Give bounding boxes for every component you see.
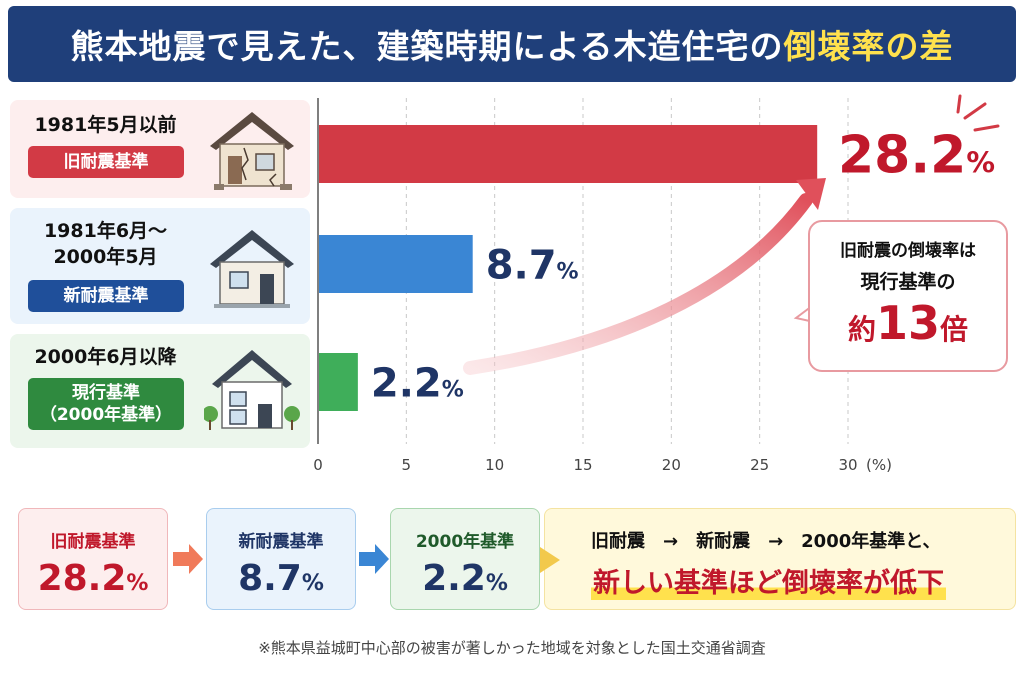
callout-line2: 現行基準の	[860, 271, 956, 293]
badge-current-line1: 現行基準	[72, 383, 140, 403]
damaged-house-icon	[210, 112, 294, 190]
bar	[319, 235, 473, 293]
trend-arrow-head	[796, 178, 826, 210]
period-new: 1981年6月～ 2000年5月	[18, 218, 193, 270]
conclusion-line2: 新しい基準ほど倒壊率が低下	[591, 561, 946, 600]
arrow-right-icon	[359, 544, 389, 574]
callout-line1: 旧耐震の倒壊率は	[840, 241, 976, 261]
callout-suffix: 倍	[940, 313, 969, 346]
x-axis-unit: (%)	[866, 456, 892, 474]
emphasis-mark	[963, 102, 987, 120]
bar	[319, 353, 358, 411]
summary-new-label: 新耐震基準	[238, 532, 324, 552]
conclusion-line1: 旧耐震 → 新耐震 → 2000年基準と、	[591, 531, 941, 552]
trend-arrow	[463, 193, 813, 375]
x-tick-label: 0	[313, 456, 323, 474]
badge-old: 旧耐震基準	[28, 146, 184, 178]
bar-value-label: 2.2%	[371, 360, 464, 406]
period-old: 1981年5月以前	[34, 114, 177, 136]
summary-current-unit: %	[485, 571, 508, 596]
bar	[319, 125, 818, 183]
bar-value-label: 28.2%	[838, 126, 995, 186]
footnote: ※熊本県益城町中心部の被害が著しかった地域を対象とした国土交通省調査	[258, 639, 766, 657]
title-highlight: 倒壊率の差	[783, 27, 954, 66]
period-new-line2: 2000年5月	[53, 246, 158, 268]
summary-old-label: 旧耐震基準	[50, 532, 136, 552]
x-tick-label: 30	[838, 456, 857, 474]
summary-old: 旧耐震基準 28.2%	[18, 508, 168, 610]
x-tick-label: 15	[573, 456, 592, 474]
summary-new-unit: %	[301, 571, 324, 596]
conclusion-box: 旧耐震 → 新耐震 → 2000年基準と、 新しい基準ほど倒壊率が低下	[544, 508, 1016, 610]
summary-current-label: 2000年基準	[415, 532, 515, 552]
emphasis-mark	[956, 94, 962, 114]
summary-old-number: 28.2	[37, 558, 127, 599]
summary-new: 新耐震基準 8.7%	[206, 508, 356, 610]
callout-prefix: 約	[847, 313, 876, 346]
x-tick-label: 10	[485, 456, 504, 474]
title-main: 熊本地震で見えた、建築時期による木造住宅の	[70, 27, 784, 66]
house-icon	[210, 230, 294, 308]
callout-ratio: 約13倍	[810, 296, 1006, 350]
summary-old-unit: %	[126, 571, 149, 596]
summary-new-value: 8.7%	[207, 558, 355, 599]
emphasis-mark	[973, 124, 1000, 132]
arrow-right-icon	[540, 547, 560, 573]
summary-new-number: 8.7	[238, 558, 302, 599]
period-current: 2000年6月以降	[34, 346, 177, 368]
summary-current-value: 2.2%	[391, 558, 539, 599]
x-tick-label: 5	[402, 456, 412, 474]
comparison-callout: 旧耐震の倒壊率は 現行基準の 約13倍	[808, 220, 1008, 372]
title-banner: 熊本地震で見えた、建築時期による木造住宅の 倒壊率の差	[8, 6, 1016, 82]
summary-current: 2000年基準 2.2%	[390, 508, 540, 610]
modern-house-icon	[204, 350, 300, 430]
badge-current: 現行基準 （2000年基準）	[28, 378, 184, 430]
x-tick-label: 25	[750, 456, 769, 474]
badge-new: 新耐震基準	[28, 280, 184, 312]
period-new-line1: 1981年6月～	[43, 220, 168, 242]
bar-value-label: 8.7%	[486, 242, 579, 288]
badge-current-line2: （2000年基準）	[39, 405, 173, 425]
summary-old-value: 28.2%	[19, 558, 167, 599]
callout-number: 13	[875, 296, 940, 350]
x-tick-label: 20	[662, 456, 681, 474]
summary-current-number: 2.2	[422, 558, 486, 599]
arrow-right-icon	[173, 544, 203, 574]
